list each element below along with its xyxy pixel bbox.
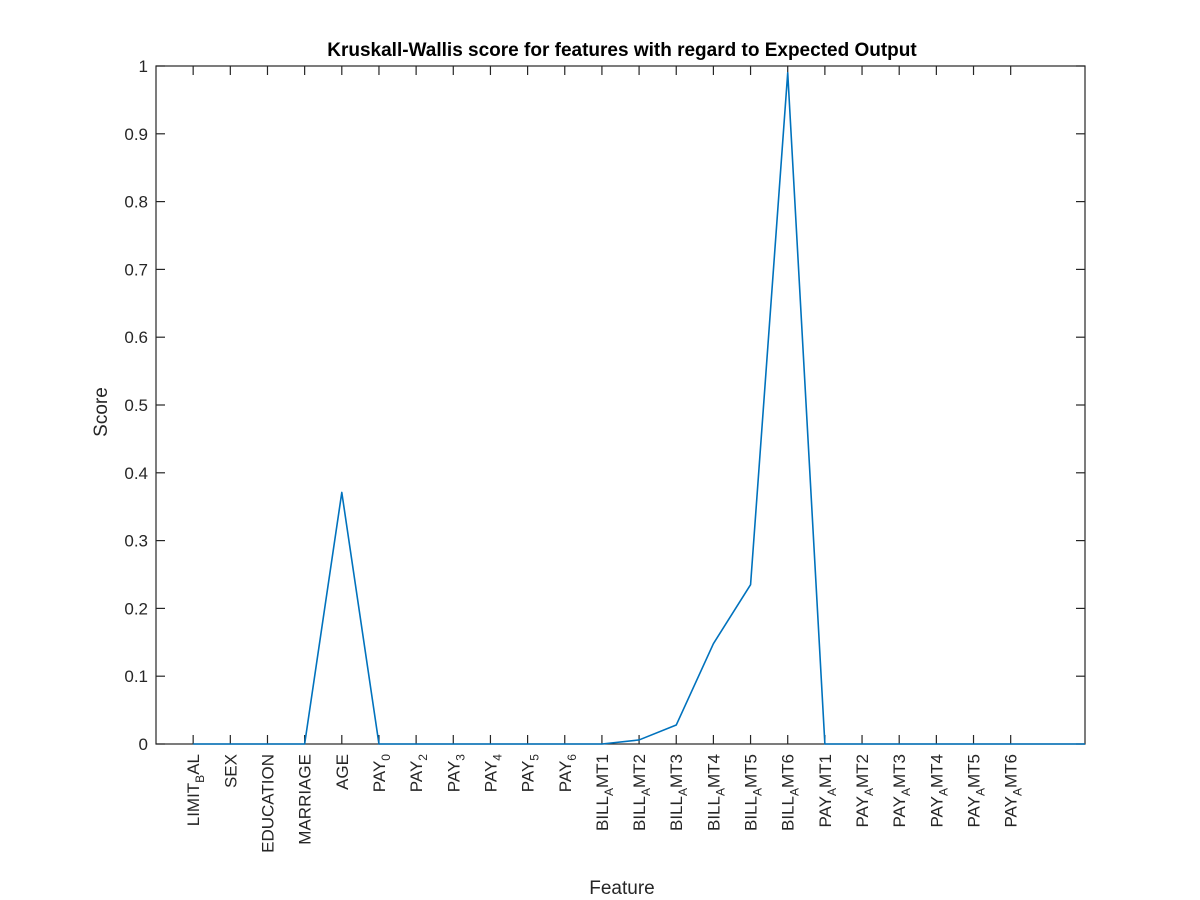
x-tick-label: BILLAMT1 — [593, 754, 616, 831]
x-tick-label: PAYAMT4 — [927, 754, 950, 828]
x-tick-label-main: PAY — [556, 761, 575, 793]
x-tick-label-sub: A — [899, 788, 913, 796]
y-tick-label: 0.8 — [124, 193, 148, 212]
x-tick-label-sub: A — [676, 788, 690, 796]
x-tick-label: PAY0 — [370, 754, 393, 793]
x-tick-label-sub: A — [974, 788, 988, 796]
x-tick-label-sub: 6 — [565, 754, 579, 761]
x-tick-label: PAYAMT1 — [816, 754, 839, 828]
x-tick-label: BILLAMT4 — [704, 754, 727, 831]
x-tick-label-main: PAY — [370, 761, 389, 793]
x-tick-label-main: BILL — [667, 796, 686, 831]
y-axis-label: Score — [91, 387, 112, 437]
x-tick-label: PAYAMT6 — [1002, 754, 1025, 828]
x-tick-label-sub: A — [862, 788, 876, 796]
x-tick-label-rest: MT4 — [704, 754, 723, 788]
x-tick-label-rest: AL — [184, 754, 203, 775]
x-tick-label: PAY5 — [519, 754, 542, 793]
x-tick-label-sub: 0 — [379, 754, 393, 761]
y-tick-label: 0.4 — [124, 464, 148, 483]
x-tick-label: PAYAMT2 — [853, 754, 876, 828]
x-tick-label-sub: B — [193, 775, 207, 783]
x-tick-label: MARRIAGE — [296, 754, 315, 845]
x-tick-label-rest: MT3 — [667, 754, 686, 788]
x-tick-label-sub: A — [788, 788, 802, 796]
x-tick-label-main: AGE — [333, 754, 352, 790]
x-tick-label-rest: MT1 — [593, 754, 612, 788]
x-tick-label-sub: 3 — [453, 754, 467, 761]
x-tick-label-sub: 2 — [416, 754, 430, 761]
x-tick-label-main: PAY — [965, 796, 984, 828]
x-tick-label: PAYAMT5 — [965, 754, 988, 828]
x-tick-label-sub: A — [936, 788, 950, 796]
x-tick-label-main: PAY — [890, 796, 909, 828]
x-tick-label: PAY2 — [407, 754, 430, 793]
x-tick-label-main: LIMIT — [184, 783, 203, 826]
x-tick-label-main: PAY — [816, 796, 835, 828]
y-tick-label: 0.6 — [124, 328, 148, 347]
x-tick-label-rest: MT4 — [927, 754, 946, 788]
x-tick-label-main: BILL — [742, 796, 761, 831]
x-tick-label-main: PAY — [407, 761, 426, 793]
x-tick-label-sub: A — [1011, 788, 1025, 796]
x-tick-label-main: BILL — [630, 796, 649, 831]
x-tick-label-rest: MT3 — [890, 754, 909, 788]
x-tick-label-sub: 4 — [490, 754, 504, 761]
x-tick-label-rest: MT2 — [630, 754, 649, 788]
x-tick-label: PAY6 — [556, 754, 579, 793]
x-tick-label-main: BILL — [779, 796, 798, 831]
x-tick-label-rest: MT1 — [816, 754, 835, 788]
x-tick-label-sub: A — [639, 788, 653, 796]
x-tick-label-rest: MT5 — [965, 754, 984, 788]
x-tick-label: BILLAMT5 — [742, 754, 765, 831]
y-tick-label: 0.5 — [124, 396, 148, 415]
x-tick-label-sub: A — [825, 788, 839, 796]
x-tick-label: AGE — [333, 754, 352, 790]
x-tick-label: BILLAMT3 — [667, 754, 690, 831]
y-tick-label: 1 — [139, 57, 148, 76]
y-tick-label: 0 — [139, 735, 148, 754]
x-tick-label-main: EDUCATION — [258, 754, 277, 853]
plot-area-frame — [155, 65, 1086, 745]
x-tick-label: SEX — [221, 754, 240, 788]
x-tick-label-main: SEX — [221, 754, 240, 788]
x-tick-label-main: PAY — [481, 761, 500, 793]
x-tick-label-main: MARRIAGE — [296, 754, 315, 845]
x-axis-ticks: LIMITBAL SEX EDUCATION MARRIAGE AGE PAY0PAY2P… — [184, 66, 1025, 853]
x-tick-label-rest: MT2 — [853, 754, 872, 788]
series-line — [193, 71, 1085, 745]
x-tick-label-main: PAY — [853, 796, 872, 828]
x-tick-label: PAYAMT3 — [890, 754, 913, 828]
y-tick-label: 0.1 — [124, 667, 148, 686]
y-tick-label: 0.3 — [124, 532, 148, 551]
x-tick-label-rest: MT5 — [742, 754, 761, 788]
x-tick-label: BILLAMT2 — [630, 754, 653, 831]
x-tick-label-sub: A — [713, 788, 727, 796]
x-tick-label-main: PAY — [927, 796, 946, 828]
x-tick-label-sub: A — [602, 788, 616, 796]
y-axis-ticks: 0 0.1 0.2 0.3 0.4 0.5 0.6 0.7 0.8 0.9 1 — [124, 57, 1085, 754]
x-tick-label-sub: 5 — [528, 754, 542, 761]
x-tick-label: PAY4 — [481, 754, 504, 793]
x-tick-label-rest: MT6 — [779, 754, 798, 788]
x-tick-label: LIMITBAL — [184, 754, 207, 826]
x-tick-label-main: PAY — [1002, 796, 1021, 828]
chart-title: Kruskall-Wallis score for features with … — [327, 40, 917, 61]
x-tick-label-rest: MT6 — [1002, 754, 1021, 788]
y-tick-label: 0.7 — [124, 260, 148, 279]
x-tick-label: BILLAMT6 — [779, 754, 802, 831]
x-tick-label-main: PAY — [519, 761, 538, 793]
y-tick-label: 0.2 — [124, 599, 148, 618]
x-tick-label-main: BILL — [704, 796, 723, 831]
x-axis-label: Feature — [589, 878, 654, 899]
x-tick-label: PAY3 — [444, 754, 467, 793]
x-tick-label-sub: A — [751, 788, 765, 796]
y-tick-label: 0.9 — [124, 125, 148, 144]
x-tick-label-main: BILL — [593, 796, 612, 831]
x-tick-label-main: PAY — [444, 761, 463, 793]
x-tick-label: EDUCATION — [258, 754, 277, 853]
